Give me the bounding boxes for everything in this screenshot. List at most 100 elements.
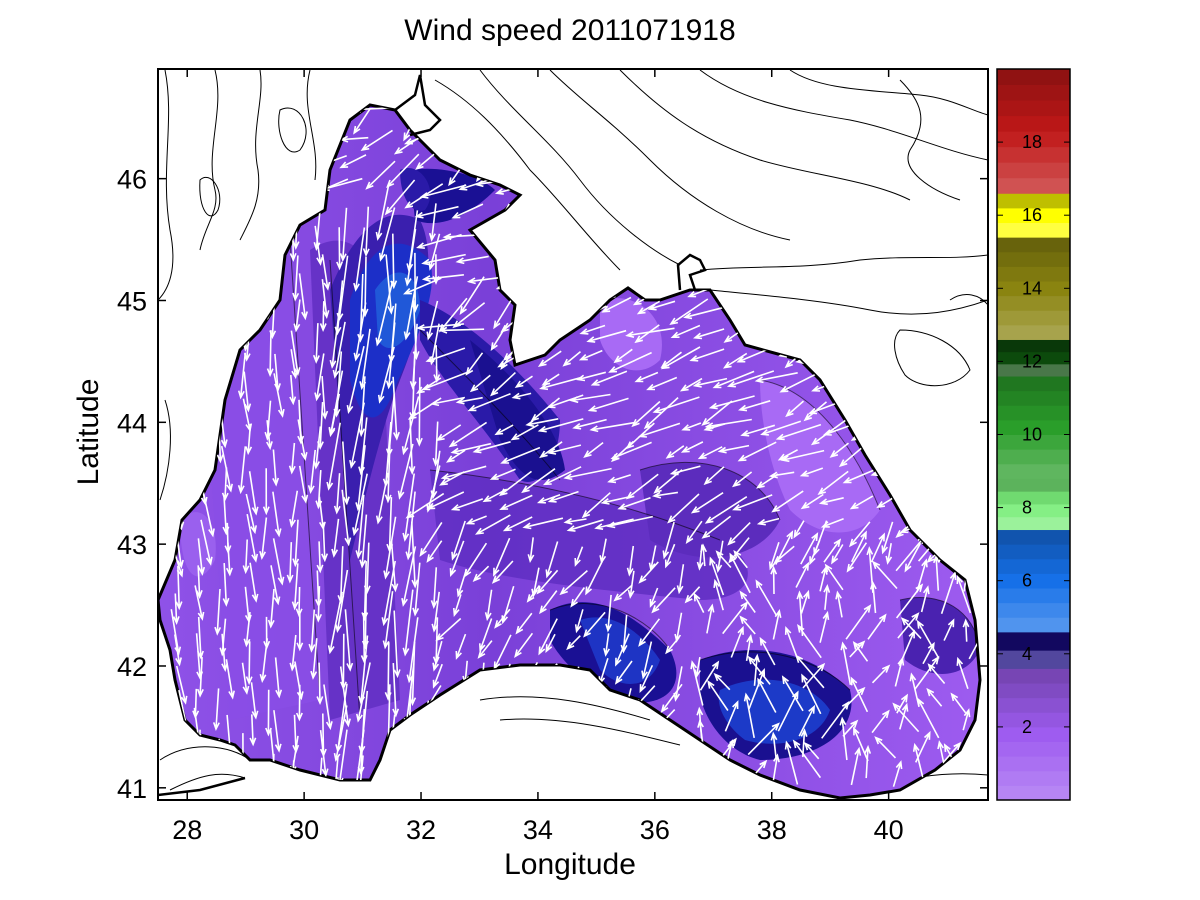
wind-arrow-8	[353, 107, 372, 135]
wind-arrow-504	[829, 442, 849, 458]
wind-arrow-693	[484, 589, 493, 622]
colorbar-band-1-0	[997, 650, 1070, 669]
wind-arrow-907	[724, 700, 739, 732]
wind-arrow-604	[793, 520, 805, 539]
wind-arrow-912	[842, 719, 859, 737]
colorbar-tick-label-0: 2	[1022, 717, 1032, 737]
wind-arrow-909	[777, 690, 799, 732]
wind-arrow-791	[392, 663, 400, 718]
wind-arrow-811	[852, 640, 869, 662]
y-tick-label-1: 42	[117, 652, 147, 682]
wind-arrow-378	[273, 373, 285, 418]
wind-arrow-629	[574, 546, 584, 567]
wind-arrow-819	[250, 682, 259, 720]
wind-arrow-291	[601, 296, 632, 313]
wind-arrow-468	[760, 420, 802, 436]
colorbar-tick-label-8: 18	[1022, 132, 1042, 152]
colorbar-band-7-2	[997, 193, 1070, 209]
colorbar-band-5-1	[997, 351, 1070, 365]
wind-arrow-809	[797, 624, 822, 659]
colorbar-band-5-2	[997, 339, 1070, 353]
wind-arrow-650	[270, 565, 281, 606]
wind-arrow-389	[514, 375, 533, 389]
wind-arrow-672	[800, 532, 819, 565]
wind-arrow-621	[390, 541, 399, 593]
wind-arrow-534	[731, 471, 753, 488]
wind-arrow-788	[316, 662, 324, 705]
x-tick-label-4: 36	[640, 815, 670, 845]
wind-arrow-328	[670, 324, 701, 338]
wind-arrow-703	[709, 556, 725, 596]
wind-arrow-606	[820, 518, 844, 528]
wind-arrow-176	[314, 225, 324, 266]
wind-arrow-599	[662, 521, 675, 560]
y-tick-label-5: 46	[117, 165, 147, 195]
wind-arrow-594	[522, 517, 564, 530]
wind-arrow-849	[956, 656, 969, 689]
wind-arrow-910	[798, 704, 816, 737]
wind-arrow-327	[625, 327, 675, 338]
wind-arrow-766	[603, 633, 610, 657]
wind-arrow-950	[943, 741, 962, 763]
wind-arrow-448	[313, 426, 322, 470]
y-axis-label: Latitude	[72, 379, 105, 486]
colorbar-ticks: 2 4 6 8 10 12 14 16 18	[997, 132, 1070, 737]
wind-arrow-466	[704, 418, 752, 430]
colorbar-band-0-7	[997, 683, 1070, 699]
wind-arrow-782	[175, 665, 188, 705]
wind-arrow-209	[292, 255, 300, 302]
wind-arrow-251	[459, 276, 485, 315]
wind-arrow-706	[795, 561, 810, 588]
wind-arrow-882	[926, 687, 943, 707]
wind-arrow-560	[536, 493, 561, 504]
wind-arrow-717	[243, 612, 251, 648]
wind-arrow-763	[514, 632, 534, 658]
wind-arrow-243	[298, 273, 308, 321]
colorbar	[996, 68, 1071, 801]
wind-arrow-751	[245, 641, 253, 686]
wind-arrow-754	[310, 638, 318, 680]
wind-arrow-398	[712, 370, 755, 389]
wind-arrow-661	[531, 567, 540, 598]
wind-arrow-469	[775, 423, 822, 441]
wind-arrow-568	[704, 496, 748, 524]
wind-arrow-114	[419, 184, 467, 199]
wind-arrow-180	[404, 228, 417, 287]
wind-arrow-780	[943, 618, 955, 641]
coast-detail	[158, 74, 707, 797]
wind-arrow-559	[499, 494, 533, 511]
wind-arrow-464	[681, 422, 702, 431]
colorbar-band-3-0	[997, 516, 1070, 531]
wind-arrow-320	[490, 322, 509, 352]
wind-arrow-390	[541, 373, 560, 386]
wind-arrow-873	[707, 680, 729, 711]
wind-arrow-618	[316, 541, 324, 574]
wind-arrow-670	[733, 549, 748, 569]
wind-arrow-396	[679, 377, 703, 392]
wind-arrow-704	[729, 552, 751, 594]
wind-arrow-310	[266, 330, 274, 378]
wind-arrow-348	[346, 346, 365, 414]
wind-arrow-595	[563, 517, 587, 525]
colorbar-band-0-1	[997, 770, 1070, 786]
wind-arrow-492	[539, 441, 563, 459]
wind-arrow-424	[530, 397, 561, 422]
wind-arrow-423	[511, 392, 532, 400]
wind-arrow-613	[197, 538, 206, 576]
colorbar-band-3-3	[997, 478, 1070, 492]
wind-arrow-916	[917, 697, 940, 739]
wind-arrow-493	[547, 444, 582, 455]
wind-arrow-43	[360, 129, 393, 152]
wind-arrow-526	[521, 468, 556, 494]
wind-arrow-456	[494, 424, 514, 436]
colorbar-band-6-5	[997, 251, 1070, 267]
wind-arrow-394	[634, 371, 659, 383]
wind-arrow-879	[850, 676, 869, 713]
wind-arrow-579	[200, 519, 213, 566]
x-tick-label-5: 38	[757, 815, 787, 845]
wind-arrow-848	[927, 663, 946, 685]
wind-arrow-947	[853, 726, 869, 762]
wind-arrow-777	[867, 613, 887, 640]
wind-arrow-431	[701, 400, 733, 426]
wind-arrow-581	[246, 513, 259, 563]
